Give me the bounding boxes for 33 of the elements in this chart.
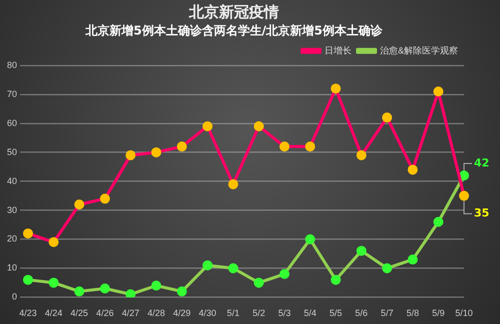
y-tick-label: 70	[6, 88, 18, 99]
x-tick-label: 4/26	[96, 308, 114, 318]
x-tick-label: 4/24	[44, 308, 62, 318]
x-tick-label: 4/30	[198, 308, 216, 318]
y-tick-label: 30	[6, 204, 18, 215]
x-tick-label: 5/9	[432, 308, 445, 318]
legend-label: 日增长	[324, 45, 352, 56]
x-tick-label: 4/27	[122, 308, 140, 318]
x-tick-label: 5/5	[330, 308, 342, 318]
chart-subtitle: 北京新增5例本土确诊含两名学生/北京新增5例本土确诊	[84, 23, 384, 38]
y-tick-label: 20	[6, 234, 18, 244]
y-tick-label: 80	[6, 60, 18, 70]
y-tick-label: 60	[6, 118, 18, 128]
legend-label: 治愈&解除医学观察	[380, 45, 458, 56]
x-tick-label: 4/28	[147, 308, 166, 318]
y-tick-label: 0	[12, 292, 18, 302]
data-label: 42	[474, 156, 490, 170]
y-tick-label: 40	[6, 176, 18, 186]
y-tick-label: 10	[6, 262, 18, 273]
x-tick-label: 5/3	[278, 308, 291, 318]
x-tick-label: 5/10	[455, 308, 473, 318]
chart-title: 北京新冠疫情	[188, 2, 279, 21]
x-tick-label: 5/4	[304, 308, 316, 318]
x-tick-label: 5/8	[406, 308, 419, 318]
y-tick-label: 50	[6, 146, 18, 157]
x-tick-label: 5/6	[355, 308, 368, 318]
x-tick-label: 5/1	[226, 308, 240, 318]
x-tick-label: 4/25	[70, 308, 88, 318]
data-label: 35	[474, 206, 490, 220]
x-tick-label: 4/29	[173, 308, 191, 318]
x-tick-label: 5/2	[252, 308, 266, 318]
x-tick-label: 5/7	[380, 308, 394, 318]
x-tick-label: 4/23	[19, 308, 37, 318]
